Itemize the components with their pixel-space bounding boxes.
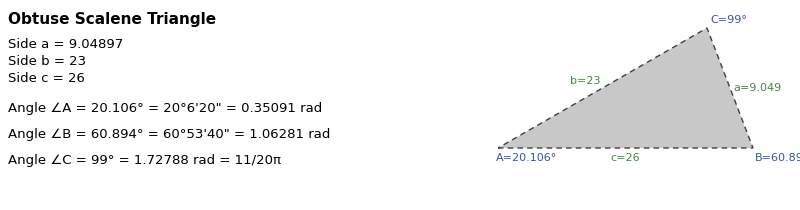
Text: Obtuse Scalene Triangle: Obtuse Scalene Triangle [8, 12, 216, 27]
Text: c=26: c=26 [610, 153, 640, 163]
Text: Side c = 26: Side c = 26 [8, 72, 85, 85]
Text: Angle ∠B = 60.894° = 60°53'40" = 1.06281 rad: Angle ∠B = 60.894° = 60°53'40" = 1.06281… [8, 128, 330, 141]
Text: Side b = 23: Side b = 23 [8, 55, 86, 68]
Text: A=20.106°: A=20.106° [496, 153, 558, 163]
Text: Angle ∠A = 20.106° = 20°6'20" = 0.35091 rad: Angle ∠A = 20.106° = 20°6'20" = 0.35091 … [8, 102, 322, 115]
Text: Side a = 9.04897: Side a = 9.04897 [8, 38, 123, 51]
Text: Angle ∠C = 99° = 1.72788 rad = 11/20π: Angle ∠C = 99° = 1.72788 rad = 11/20π [8, 154, 281, 167]
Text: a=9.049: a=9.049 [733, 83, 782, 93]
Polygon shape [498, 28, 753, 148]
Text: b=23: b=23 [570, 76, 601, 86]
Text: C=99°: C=99° [710, 15, 747, 25]
Text: B=60.894°: B=60.894° [755, 153, 800, 163]
